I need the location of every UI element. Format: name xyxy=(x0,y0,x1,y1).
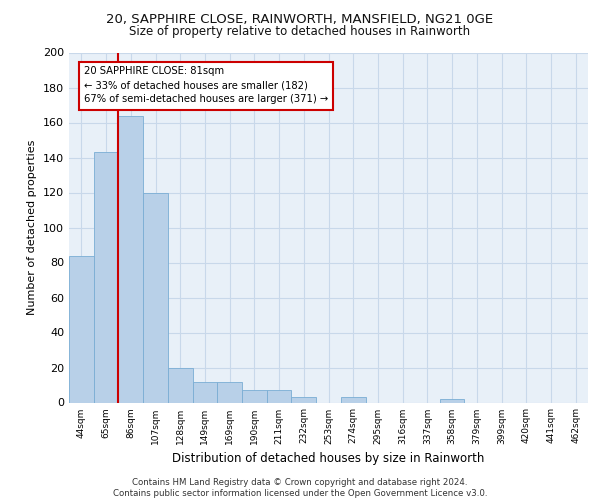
Bar xyxy=(341,397,365,402)
Bar xyxy=(94,152,118,403)
Y-axis label: Number of detached properties: Number of detached properties xyxy=(28,140,37,315)
Text: Size of property relative to detached houses in Rainworth: Size of property relative to detached ho… xyxy=(130,25,470,38)
Bar xyxy=(143,192,168,402)
Bar xyxy=(69,256,94,402)
Bar xyxy=(292,397,316,402)
Text: 20 SAPPHIRE CLOSE: 81sqm
← 33% of detached houses are smaller (182)
67% of semi-: 20 SAPPHIRE CLOSE: 81sqm ← 33% of detach… xyxy=(84,66,328,104)
Text: 20, SAPPHIRE CLOSE, RAINWORTH, MANSFIELD, NG21 0GE: 20, SAPPHIRE CLOSE, RAINWORTH, MANSFIELD… xyxy=(106,12,494,26)
Bar xyxy=(242,390,267,402)
Bar xyxy=(118,116,143,403)
Bar xyxy=(267,390,292,402)
Bar xyxy=(168,368,193,402)
Text: Contains HM Land Registry data © Crown copyright and database right 2024.
Contai: Contains HM Land Registry data © Crown c… xyxy=(113,478,487,498)
X-axis label: Distribution of detached houses by size in Rainworth: Distribution of detached houses by size … xyxy=(172,452,485,465)
Bar xyxy=(193,382,217,402)
Bar xyxy=(440,399,464,402)
Bar xyxy=(217,382,242,402)
